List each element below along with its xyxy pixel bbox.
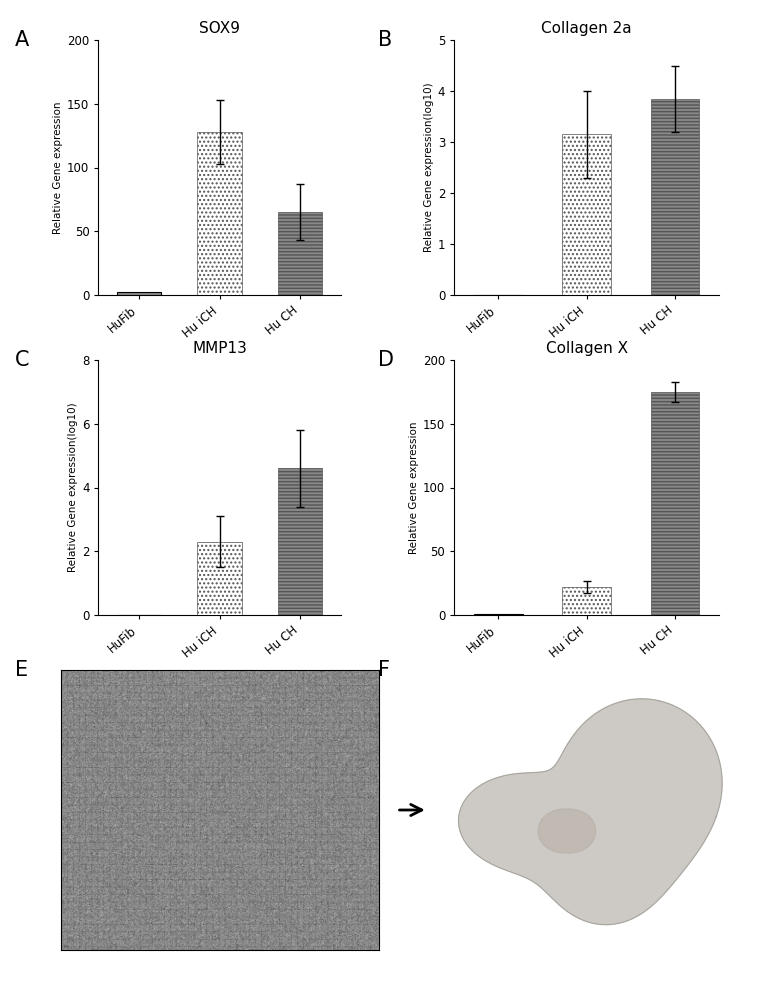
Bar [562,587,611,615]
Text: D: D [378,350,394,370]
Bar [198,542,241,615]
Title: Collagen 2a: Collagen 2a [541,21,632,36]
Bar [562,134,611,295]
Title: Collagen X: Collagen X [546,341,628,356]
Bar [278,468,322,615]
Text: B: B [378,30,393,50]
Bar [651,392,699,615]
Bar [198,132,241,295]
Text: C: C [15,350,30,370]
Y-axis label: Relative Gene expression: Relative Gene expression [53,101,63,234]
Polygon shape [538,809,596,853]
Y-axis label: Relative Gene expression(log10): Relative Gene expression(log10) [67,403,78,572]
Title: MMP13: MMP13 [192,341,247,356]
Y-axis label: Relative Gene expression: Relative Gene expression [409,421,419,554]
Y-axis label: Relative Gene expression(log10): Relative Gene expression(log10) [423,83,434,252]
Bar [474,614,522,615]
Bar [651,99,699,295]
Bar [117,292,161,295]
Polygon shape [459,699,722,925]
Bar [278,212,322,295]
Text: E: E [15,660,28,680]
Title: SOX9: SOX9 [199,21,240,36]
Text: F: F [378,660,391,680]
Text: A: A [15,30,30,50]
